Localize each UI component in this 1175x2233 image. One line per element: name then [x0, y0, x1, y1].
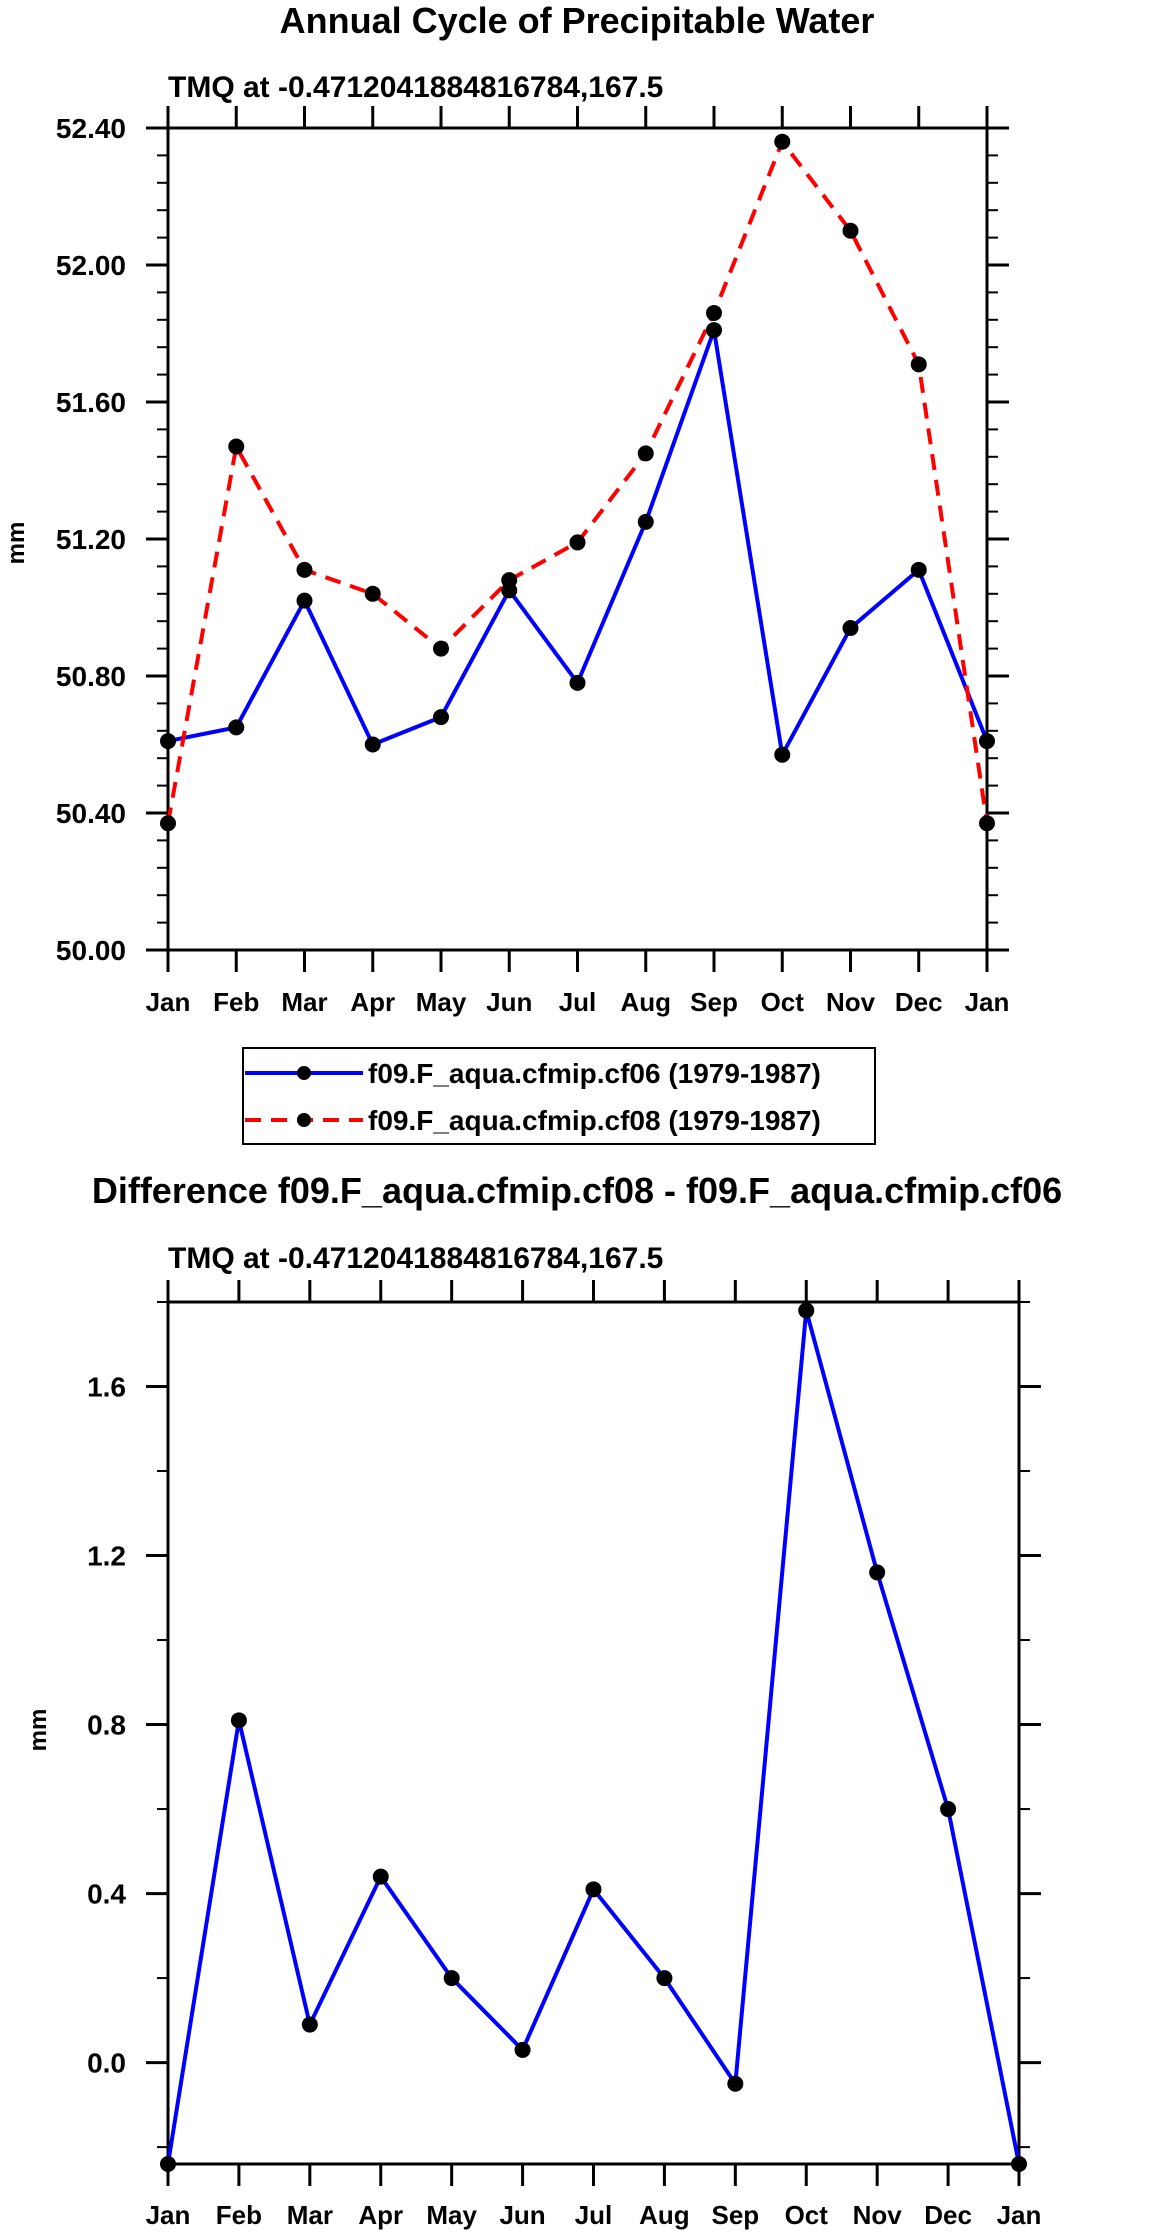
bottom-series-0-point — [301, 2016, 318, 2033]
bottom-series-0-point — [940, 1801, 957, 1818]
bottom-x-tick-label: Feb — [216, 2200, 262, 2230]
bottom-x-tick-label: May — [426, 2200, 477, 2230]
bottom-x-tick-label: Jun — [499, 2200, 545, 2230]
top-y-tick-label: 50.80 — [56, 661, 126, 692]
bottom-x-tick-label: Sep — [711, 2200, 759, 2230]
bottom-series-0-point — [160, 2156, 176, 2172]
bottom-chart-ylabel: mm — [25, 1709, 52, 1752]
bottom-y-tick-label: 1.2 — [87, 1541, 126, 1572]
bottom-series-0-point — [443, 1970, 460, 1987]
bottom-plot-area: Jan Feb Mar Apr May Jun Jul Aug Sep Oct Nov Dec Jan 0… — [87, 1280, 1041, 2230]
top-x-tick-label: Aug — [620, 987, 671, 1017]
top-y-tick-label: 52.40 — [56, 113, 126, 144]
bottom-plot-frame — [166, 1300, 1021, 2166]
legend-marker-cf08 — [297, 1113, 311, 1127]
legend: f09.F_aqua.cfmip.cf06 (1979-1987) f09.F_… — [242, 1047, 876, 1145]
legend-label-cf06: f09.F_aqua.cfmip.cf06 (1979-1987) — [368, 1058, 821, 1089]
top-series-0-point — [364, 736, 381, 753]
bottom-series-0-point — [514, 2041, 531, 2058]
top-series-0-point — [160, 733, 176, 750]
top-series-0-point — [979, 733, 995, 750]
bottom-series-0-point — [869, 1564, 886, 1581]
bottom-series-0-point — [656, 1970, 673, 1987]
top-x-tick-label: Apr — [350, 987, 395, 1017]
top-series-1-point — [706, 304, 722, 321]
bottom-series-0-point — [1011, 2156, 1027, 2172]
legend-box — [242, 1047, 876, 1145]
top-series-1-point — [842, 222, 859, 239]
top-series-1-point — [979, 815, 995, 832]
top-series-1-point — [364, 585, 381, 602]
bottom-x-tick-label: Oct — [785, 2200, 829, 2230]
bottom-x-tick-label: Nov — [853, 2200, 903, 2230]
top-y-tick-label: 52.00 — [56, 250, 126, 281]
top-series-1-point — [228, 438, 245, 455]
bottom-chart-subtitle: TMQ at -0.4712041884816784,167.5 — [168, 1242, 663, 1275]
bottom-y-tick-label: 0.0 — [87, 2048, 126, 2079]
top-chart-ylabel: mm — [3, 522, 30, 565]
top-x-tick-label: Jul — [559, 987, 597, 1017]
top-x-tick-label: Jan — [965, 987, 1010, 1017]
top-series-1-point — [774, 133, 791, 150]
bottom-series-0-point — [585, 1881, 602, 1898]
bottom-chart-title: Difference f09.F_aqua.cfmip.cf08 - f09.F… — [92, 1170, 1062, 1211]
top-x-tick-label: Nov — [826, 987, 876, 1017]
top-x-tick-label: Dec — [895, 987, 943, 1017]
top-series-0-point — [910, 561, 927, 578]
top-x-tick-label: Mar — [281, 987, 327, 1017]
top-series-0-point — [706, 322, 722, 339]
top-series-0-point — [774, 746, 791, 763]
bottom-x-tick-label: Apr — [358, 2200, 403, 2230]
top-x-tick-label: Feb — [213, 987, 259, 1017]
bottom-x-tick-label: Jan — [997, 2200, 1042, 2230]
top-series-1-point — [501, 572, 518, 589]
top-series-0-point — [569, 674, 586, 691]
bottom-x-tick-label: Dec — [924, 2200, 972, 2230]
top-y-tick-label: 50.00 — [56, 935, 126, 966]
top-chart-title: Annual Cycle of Precipitable Water — [280, 0, 875, 41]
top-series-0-point — [296, 592, 313, 609]
top-x-tick-label: Sep — [690, 987, 738, 1017]
top-series-0-point — [228, 719, 245, 736]
top-series-1-point — [910, 356, 927, 373]
top-series-0-point — [842, 620, 859, 637]
bottom-series-0-point — [798, 1302, 815, 1319]
bottom-series-0-point — [372, 1868, 389, 1885]
bottom-x-tick-label: Jul — [575, 2200, 613, 2230]
bottom-series-0-point — [230, 1712, 247, 1729]
top-series-1-point — [433, 640, 449, 657]
bottom-x-tick-label: Aug — [639, 2200, 690, 2230]
top-x-tick-label: Oct — [761, 987, 805, 1017]
top-x-tick-label: May — [416, 987, 467, 1017]
bottom-y-tick-label: 0.8 — [87, 1710, 126, 1741]
bottom-y-tick-label: 0.4 — [87, 1879, 126, 1910]
top-series-0-point — [637, 513, 654, 530]
legend-label-cf08: f09.F_aqua.cfmip.cf08 (1979-1987) — [368, 1105, 821, 1136]
top-series-line-1 — [166, 139, 989, 824]
top-series-1-point — [637, 445, 654, 462]
top-y-tick-label: 50.40 — [56, 798, 126, 829]
top-series-1-point — [160, 815, 176, 832]
bottom-x-tick-label: Mar — [287, 2200, 333, 2230]
top-x-tick-label: Jan — [146, 987, 191, 1017]
top-plot-area: Jan Feb Mar Apr May Jun Jul Aug Sep Oct Nov Dec Jan 5… — [56, 106, 1009, 1017]
top-y-tick-label: 51.20 — [56, 524, 126, 555]
bottom-y-tick-label: 1.6 — [87, 1372, 126, 1403]
top-series-1-point — [569, 534, 586, 551]
top-series-1-point — [296, 561, 313, 578]
top-x-tick-label: Jun — [486, 987, 532, 1017]
top-chart-subtitle: TMQ at -0.4712041884816784,167.5 — [168, 71, 663, 104]
legend-marker-cf06 — [297, 1066, 311, 1080]
top-series-0-point — [433, 709, 449, 726]
bottom-series-line-0 — [166, 1308, 1021, 2165]
top-y-tick-label: 51.60 — [56, 387, 126, 418]
bottom-series-0-point — [727, 2075, 744, 2092]
bottom-x-tick-label: Jan — [146, 2200, 191, 2230]
